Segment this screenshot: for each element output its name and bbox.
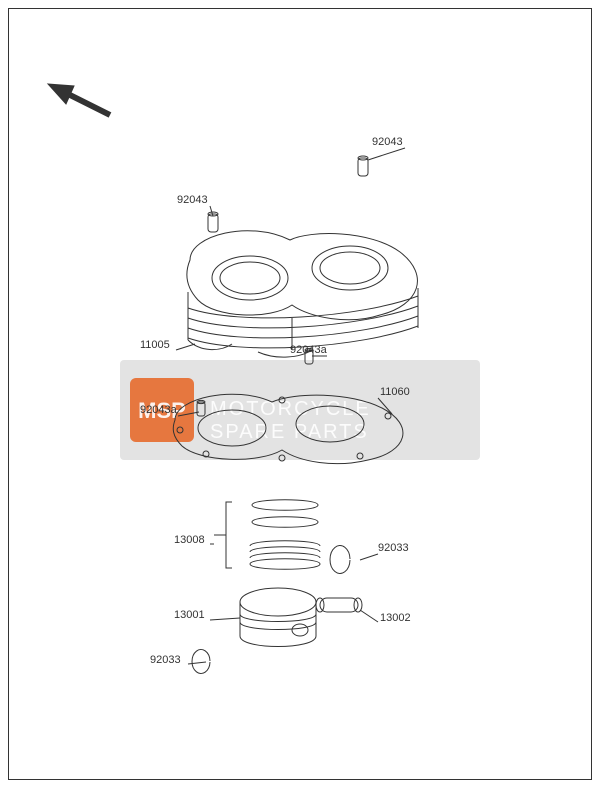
pin-top-right-icon (358, 156, 368, 176)
base-gasket-icon (173, 394, 403, 463)
callout-11005: 11005 (140, 339, 170, 351)
pin-gasket-left-icon (197, 400, 205, 416)
piston-rings-icon (250, 500, 320, 570)
callout-92033-l: 92033 (150, 654, 181, 666)
parts-illustration (0, 0, 600, 788)
callout-92043-tl: 92043 (177, 194, 208, 206)
callout-92043a-l: 92043a (140, 404, 177, 416)
callout-13008: 13008 (174, 534, 205, 546)
callout-92033-r: 92033 (378, 542, 409, 554)
callout-13001: 13001 (174, 609, 205, 621)
callout-11060: 11060 (380, 386, 410, 398)
piston-icon (240, 588, 316, 647)
callout-13002: 13002 (380, 612, 411, 624)
callout-92043a-r: 92043a (290, 344, 327, 356)
callout-92043-tr: 92043 (372, 136, 403, 148)
cylinder-block-icon (187, 231, 418, 357)
snap-ring-left-icon (192, 650, 210, 674)
snap-ring-right-icon (330, 546, 350, 574)
piston-pin-icon (316, 598, 362, 612)
bracket-13008-icon (214, 502, 232, 568)
